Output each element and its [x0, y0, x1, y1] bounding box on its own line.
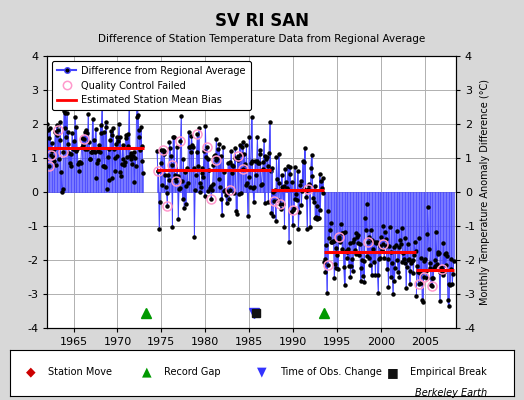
- Y-axis label: Monthly Temperature Anomaly Difference (°C): Monthly Temperature Anomaly Difference (…: [480, 79, 490, 305]
- Text: Difference of Station Temperature Data from Regional Average: Difference of Station Temperature Data f…: [99, 34, 425, 44]
- Text: Station Move: Station Move: [48, 367, 112, 377]
- Text: Empirical Break: Empirical Break: [410, 367, 487, 377]
- Text: ▲: ▲: [141, 366, 151, 378]
- Text: ■: ■: [387, 366, 399, 378]
- Text: Time of Obs. Change: Time of Obs. Change: [280, 367, 381, 377]
- Text: Berkeley Earth: Berkeley Earth: [415, 388, 487, 398]
- Text: Record Gap: Record Gap: [164, 367, 221, 377]
- Text: SV RI SAN: SV RI SAN: [215, 12, 309, 30]
- Text: ◆: ◆: [26, 366, 36, 378]
- Legend: Difference from Regional Average, Quality Control Failed, Estimated Station Mean: Difference from Regional Average, Qualit…: [52, 61, 250, 110]
- Text: ▼: ▼: [257, 366, 267, 378]
